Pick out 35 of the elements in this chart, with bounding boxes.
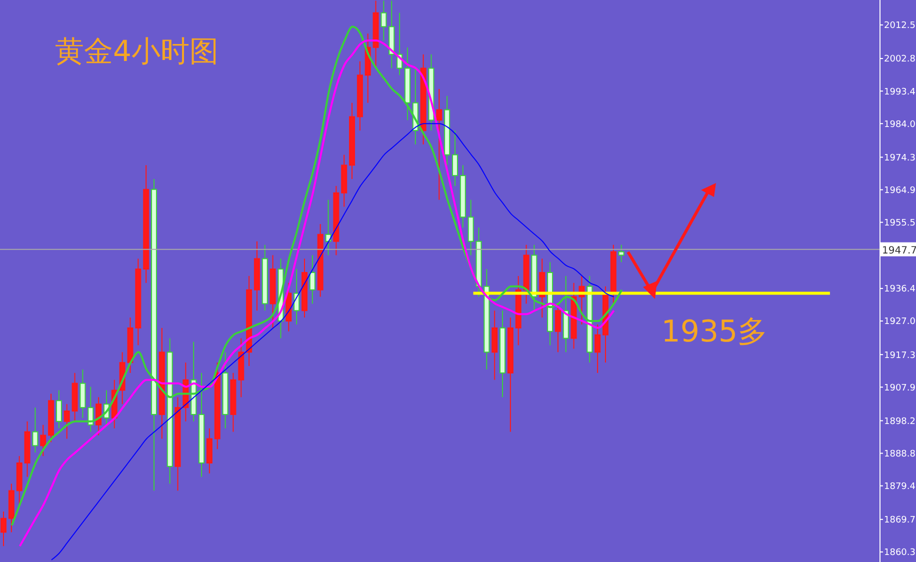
y-tick-label: 1907.9 <box>884 383 916 394</box>
candlestick <box>64 404 70 440</box>
y-tick-label: 1898.2 <box>884 416 916 427</box>
ref-line-label: 1935多 <box>661 314 768 350</box>
ref-line-label: 1947.7 <box>882 245 916 256</box>
y-tick-label: 1974.3 <box>884 153 916 164</box>
candlestick <box>618 244 624 263</box>
y-tick-label: 1879.4 <box>884 482 916 492</box>
candlestick <box>32 407 38 454</box>
line-series <box>50 123 614 560</box>
y-tick-label: 1936.4 <box>884 284 916 295</box>
y-tick-label: 1993.4 <box>884 87 916 98</box>
y-tick-label: 1869.7 <box>884 516 916 526</box>
y-tick-label: 1888.8 <box>884 449 916 460</box>
candlestick <box>96 396 102 436</box>
y-tick-label: 1964.9 <box>884 186 916 196</box>
candlestick <box>554 303 561 353</box>
candlestick <box>40 424 46 457</box>
candlestick <box>88 386 94 432</box>
candlestick <box>56 390 62 429</box>
candlestick <box>325 199 332 256</box>
y-tick-label: 1917.3 <box>884 350 916 361</box>
y-tick-label: 1860.3 <box>884 548 916 558</box>
candlestick <box>452 130 458 186</box>
y-tick-label: 2012.5 <box>884 21 916 32</box>
text: 黄金4小时图 <box>55 33 218 70</box>
y-tick-label: 1955.5 <box>884 218 916 228</box>
y-tick-label: 1984.0 <box>884 120 916 130</box>
candlestick <box>594 324 601 374</box>
candlestick <box>380 0 387 42</box>
candlestick <box>0 510 6 547</box>
y-tick-label: 2002.8 <box>884 54 916 65</box>
candlestick <box>309 254 316 304</box>
y-tick-label: 1927.0 <box>884 317 916 328</box>
candlestick <box>436 88 442 200</box>
